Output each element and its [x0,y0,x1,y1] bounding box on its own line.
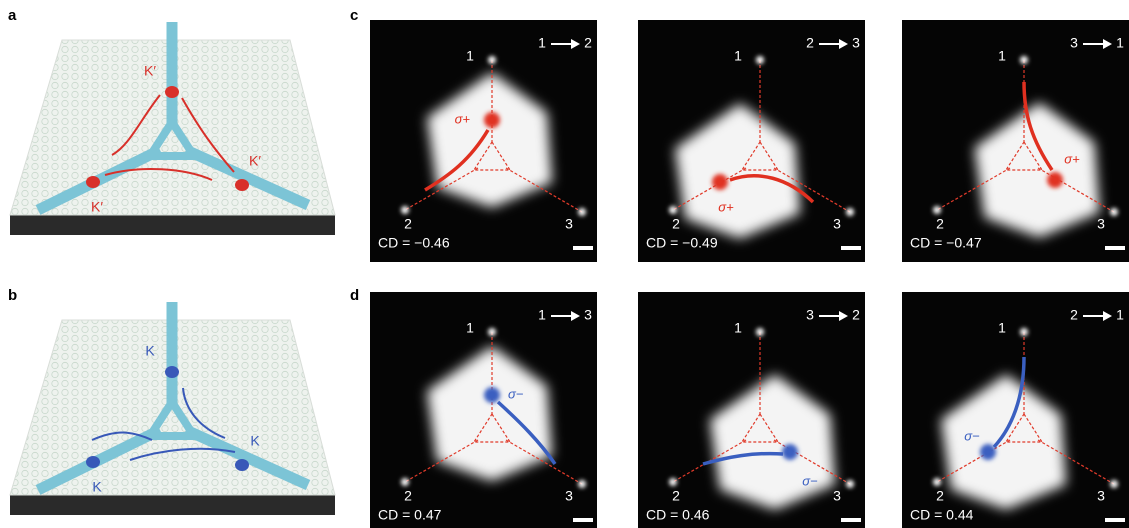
cd-label: CD = 0.44 [910,507,974,523]
scale-bar [841,246,861,250]
port-label: 2 [672,216,680,232]
excitation-spot [782,444,798,460]
micrograph: 1 2 3 2 1 σ− CD = 0.44 [902,292,1129,528]
port-label: 3 [1097,216,1105,232]
port-glow [1110,208,1118,216]
direction-from: 1 [538,307,546,323]
port-label: 3 [565,488,573,504]
port-glow [401,206,409,214]
panel-label: d [350,287,359,304]
panel-label: c [350,7,358,24]
direction-from: 2 [806,35,814,51]
scale-bar [573,518,593,522]
direction-to: 1 [1116,307,1124,323]
port-glow [669,206,677,214]
port-label: 1 [998,320,1006,336]
excitation-spot [1047,172,1063,188]
figure: a b c d K′K′K′KKK12312σ+CD = −0.4612323σ… [0,0,1129,528]
port-glow [846,480,854,488]
port-label: 1 [998,48,1006,64]
valley-dot [86,176,100,188]
port-glow [578,480,586,488]
polarization-label: σ+ [718,199,734,214]
port-label: 3 [833,488,841,504]
valley-label: K [92,479,102,495]
scale-bar [1105,518,1125,522]
direction-to: 1 [1116,35,1124,51]
micrograph: 1 2 3 3 2 σ− CD = 0.46 [638,292,865,528]
valley-dot [235,179,249,191]
micrograph: 1 2 3 1 3 σ− CD = 0.47 [370,292,597,528]
port-glow [488,328,496,336]
valley-label: K′ [144,63,156,79]
excitation-spot [484,112,500,128]
micrograph: 1 2 3 3 1 σ+ CD = −0.47 [902,20,1129,262]
slab-side [10,495,335,515]
port-glow [1020,56,1028,64]
panel-label: a [8,7,17,24]
excitation-spot [712,174,728,190]
port-label: 2 [936,488,944,504]
device: K K K [10,302,335,515]
port-label: 2 [936,216,944,232]
cd-label: CD = −0.49 [646,235,718,251]
valley-dot [165,86,179,98]
port-label: 3 [565,216,573,232]
excitation-spot [484,387,500,403]
port-glow [756,56,764,64]
valley-label: K [250,433,260,449]
polarization-label: σ− [508,386,524,401]
direction-to: 3 [584,307,592,323]
cd-label: CD = −0.46 [378,235,450,251]
scale-bar [1105,246,1125,250]
cd-label: CD = −0.47 [910,235,982,251]
valley-label: K′ [249,153,261,169]
port-label: 1 [466,320,474,336]
port-label: 1 [466,48,474,64]
port-glow [933,206,941,214]
polarization-label: σ− [964,428,980,443]
polarization-label: σ+ [1064,151,1080,166]
port-glow [488,56,496,64]
polarization-label: σ− [802,473,818,488]
micrograph: 1 2 3 2 3 σ+ CD = −0.49 [638,20,865,262]
port-glow [933,478,941,486]
port-label: 3 [833,216,841,232]
port-label: 2 [404,488,412,504]
scale-bar [573,246,593,250]
valley-dot [235,459,249,471]
port-label: 1 [734,320,742,336]
valley-dot [86,456,100,468]
valley-label: K′ [91,199,103,215]
cd-label: CD = 0.47 [378,507,442,523]
polarization-label: σ+ [455,111,471,126]
port-label: 2 [404,216,412,232]
port-glow [1020,328,1028,336]
valley-dot [165,366,179,378]
port-glow [1110,480,1118,488]
direction-to: 2 [852,307,860,323]
direction-from: 1 [538,35,546,51]
valley-label: K [145,343,155,359]
port-label: 3 [1097,488,1105,504]
port-glow [669,478,677,486]
device: K′ K′ K′ [10,22,335,235]
port-label: 2 [672,488,680,504]
excitation-spot [980,444,996,460]
direction-to: 3 [852,35,860,51]
port-glow [756,328,764,336]
port-glow [846,208,854,216]
micrograph: 1 2 3 1 2 σ+ CD = −0.46 [370,20,597,262]
panel-label: b [8,287,17,304]
direction-to: 2 [584,35,592,51]
cd-label: CD = 0.46 [646,507,710,523]
scale-bar [841,518,861,522]
direction-from: 3 [1070,35,1078,51]
slab-side [10,215,335,235]
direction-from: 3 [806,307,814,323]
port-glow [401,478,409,486]
port-label: 1 [734,48,742,64]
port-glow [578,208,586,216]
direction-from: 2 [1070,307,1078,323]
